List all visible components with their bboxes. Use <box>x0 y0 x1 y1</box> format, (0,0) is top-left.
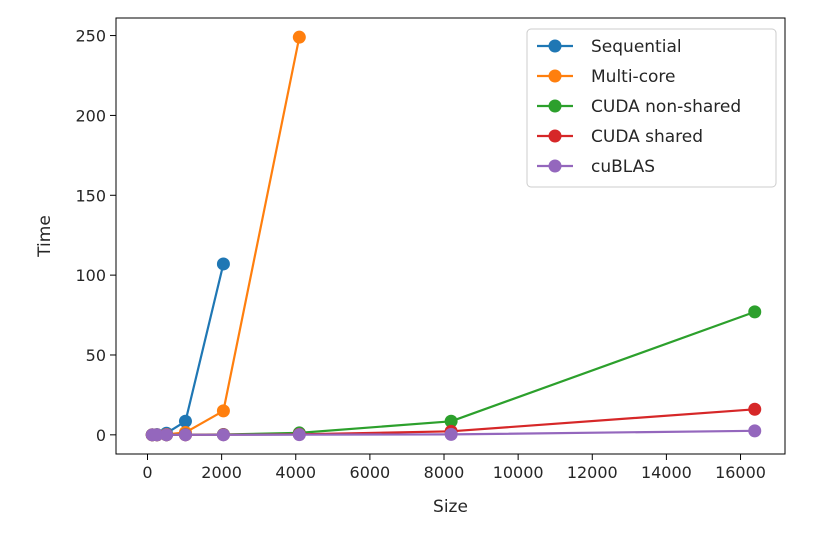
legend-item-sequential: Sequential <box>537 37 682 57</box>
y-tick-label: 150 <box>75 186 106 205</box>
data-point-cublas <box>150 428 164 442</box>
legend-marker <box>548 159 562 173</box>
y-axis: 0 50 100 150 200 250 <box>75 27 116 445</box>
legend-label: Sequential <box>591 37 682 57</box>
x-axis: 0 2000 4000 6000 8000 10000 12000 14000 16000 <box>142 454 766 482</box>
x-axis-label: Size <box>433 497 468 517</box>
series-cublas <box>145 424 762 442</box>
x-tick-label: 12000 <box>567 463 618 482</box>
data-point-sequential <box>216 257 230 271</box>
series-layer <box>145 30 762 442</box>
y-axis-label: Time <box>35 215 55 258</box>
legend-label: CUDA shared <box>591 127 703 147</box>
y-tick-label: 200 <box>75 106 106 125</box>
y-tick-label: 50 <box>86 346 106 365</box>
legend-marker <box>548 99 562 113</box>
legend-item-cuda-shared: CUDA shared <box>537 127 703 147</box>
data-point-cublas <box>178 428 192 442</box>
legend-marker <box>548 69 562 83</box>
y-tick-label: 250 <box>75 27 106 46</box>
x-tick-label: 2000 <box>201 463 242 482</box>
legend-item-cublas: cuBLAS <box>537 157 655 177</box>
data-point-cuda-non-shared <box>444 414 458 428</box>
x-tick-label: 16000 <box>715 463 766 482</box>
data-point-sequential <box>178 414 192 428</box>
data-point-multi-core <box>216 404 230 418</box>
y-tick-label: 0 <box>96 426 106 445</box>
legend-marker <box>548 39 562 53</box>
x-tick-label: 4000 <box>275 463 316 482</box>
x-tick-label: 0 <box>142 463 152 482</box>
legend-marker <box>548 129 562 143</box>
legend: Sequential Multi-core CUDA non-shared CUDA … <box>526 28 777 188</box>
x-tick-label: 14000 <box>641 463 692 482</box>
legend-label: Multi-core <box>591 67 676 87</box>
data-point-cublas <box>159 428 173 442</box>
data-point-cublas <box>748 424 762 438</box>
legend-item-multi-core: Multi-core <box>537 67 676 87</box>
legend-item-cuda-non-shared: CUDA non-shared <box>537 97 741 117</box>
data-point-multi-core <box>292 30 306 44</box>
x-tick-label: 8000 <box>424 463 465 482</box>
legend-label: CUDA non-shared <box>591 97 741 117</box>
data-point-cuda-shared <box>748 402 762 416</box>
x-tick-label: 6000 <box>350 463 391 482</box>
data-point-cublas <box>444 427 458 441</box>
y-tick-label: 100 <box>75 266 106 285</box>
data-point-cublas <box>216 428 230 442</box>
legend-box <box>526 28 777 188</box>
data-point-cuda-non-shared <box>748 305 762 319</box>
data-point-cublas <box>292 428 306 442</box>
x-tick-label: 10000 <box>493 463 544 482</box>
legend-label: cuBLAS <box>591 157 655 177</box>
